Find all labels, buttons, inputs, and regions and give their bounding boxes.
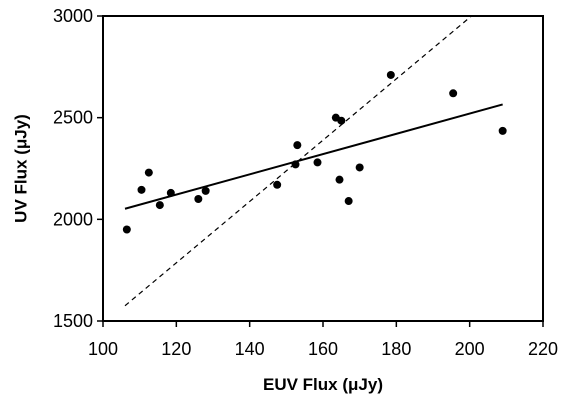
x-tick-label: 200 (455, 339, 485, 359)
data-point (337, 116, 346, 125)
data-point (293, 141, 302, 150)
data-point (386, 70, 395, 79)
y-tick-label: 3000 (53, 6, 93, 26)
data-point (194, 195, 203, 203)
y-tick-label: 1500 (53, 311, 93, 331)
data-point (166, 188, 175, 197)
data-point (291, 160, 300, 169)
y-axis-ticks: 1500 2000 2500 3000 (53, 6, 103, 331)
data-point (313, 158, 322, 167)
data-point (122, 225, 131, 234)
y-axis-title: UV Flux (μJy) (11, 114, 30, 223)
data-point (344, 197, 353, 206)
x-axis-ticks: 100 120 140 160 180 200 220 (88, 321, 558, 359)
y-tick-label: 2500 (53, 108, 93, 128)
data-point (201, 186, 210, 195)
plot-area-frame (102, 15, 544, 322)
data-point (449, 89, 458, 98)
dashed-reference-line (124, 16, 472, 307)
x-axis-title: EUV Flux (μJy) (263, 375, 383, 394)
x-tick-label: 220 (528, 339, 558, 359)
data-point (498, 126, 507, 135)
y-tick-label: 2000 (53, 209, 93, 229)
fit-lines (124, 16, 503, 307)
data-point (273, 180, 282, 189)
data-point (155, 201, 164, 210)
x-tick-label: 160 (308, 339, 338, 359)
data-point (355, 163, 364, 172)
data-point (335, 175, 344, 184)
data-points (122, 70, 507, 234)
x-tick-label: 180 (381, 339, 411, 359)
x-tick-label: 140 (235, 339, 265, 359)
data-point (144, 168, 153, 177)
x-tick-label: 100 (88, 339, 118, 359)
x-tick-label: 120 (161, 339, 191, 359)
data-point (137, 185, 146, 194)
regression-line (124, 103, 503, 210)
